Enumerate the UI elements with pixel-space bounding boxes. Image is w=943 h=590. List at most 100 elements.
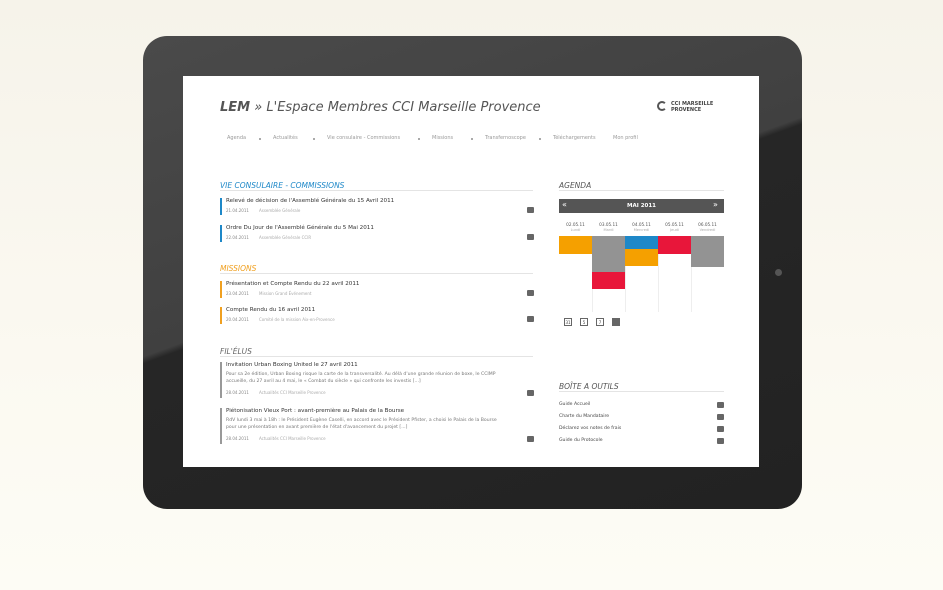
day-name: Lundi — [570, 228, 581, 232]
site-title[interactable]: LEM » L'Espace Membres CCI Marseille Pro… — [220, 100, 541, 115]
item-category: Assemblée Générale CCIR — [259, 235, 312, 240]
item-date: 21.04.2011 — [226, 208, 249, 213]
toolbox-item[interactable]: Charte du Mandataire — [559, 414, 610, 419]
day-divider — [625, 236, 626, 312]
camera — [775, 269, 782, 276]
section-title: FIL'ÉLUS — [220, 347, 252, 356]
item-title[interactable]: Piétonisation Vieux Port : avant-premièr… — [226, 408, 405, 414]
toolbox-item[interactable]: Déclarez vos notes de frais — [559, 426, 622, 431]
logo-line: CCI MARSEILLE — [671, 101, 714, 107]
logo-line: PROVENCE — [671, 107, 702, 113]
agenda-rule — [559, 190, 724, 191]
item-bar — [220, 362, 222, 398]
item-bar — [220, 307, 222, 324]
calendar-prev[interactable]: « — [562, 200, 567, 209]
item-category: Mission Grand Événement — [259, 291, 312, 296]
event-block[interactable] — [592, 272, 625, 289]
nav-item[interactable]: Transfernoscope — [485, 135, 526, 141]
nav-separator — [539, 138, 541, 140]
calendar-icon[interactable]: 31 — [564, 318, 572, 326]
item-category: Assemblée Générale — [259, 208, 301, 213]
section-rule — [220, 273, 533, 274]
nav-item[interactable]: Missions — [432, 135, 454, 141]
calendar-icon[interactable]: 7 — [596, 318, 604, 326]
nav-separator — [471, 138, 473, 140]
nav-item[interactable]: Téléchargements — [553, 135, 596, 141]
logo-mark — [657, 101, 667, 111]
nav-item[interactable]: Agenda — [227, 135, 247, 141]
item-icon[interactable] — [527, 234, 534, 240]
day-date: 04.05.11 — [632, 222, 651, 227]
calendar-month: MAI 2011 — [627, 203, 656, 209]
item-date: 28.04.2011 — [226, 390, 249, 395]
toolbox-title: BOÎTE A OUTILS — [559, 382, 619, 391]
nav-item[interactable]: Actualités — [273, 135, 298, 141]
item-icon[interactable] — [527, 290, 534, 296]
item-bar — [220, 198, 222, 215]
day-divider — [658, 236, 659, 312]
day-date: 05.05.11 — [665, 222, 684, 227]
day-name: Vendredi — [699, 228, 716, 232]
nav-item[interactable]: Mon profil — [613, 135, 638, 141]
item-bar — [220, 225, 222, 242]
day-name: Mardi — [603, 228, 614, 232]
calendar-next[interactable]: » — [713, 200, 718, 209]
event-block[interactable] — [625, 249, 658, 266]
toolbox-rule — [559, 391, 724, 392]
day-divider — [691, 236, 692, 312]
item-title[interactable]: Présentation et Compte Rendu du 22 avril… — [226, 281, 360, 287]
item-title[interactable]: Compte Rendu du 16 avril 2011 — [226, 307, 316, 313]
calendar-icon[interactable] — [612, 318, 620, 326]
day-date: 06.05.11 — [698, 222, 717, 227]
nav-item[interactable]: Vie consulaire - Commissions — [327, 135, 401, 141]
item-date: 22.04.2011 — [226, 235, 249, 240]
logo: CCI MARSEILLE PROVENCE — [671, 101, 713, 113]
item-summary: Pour sa 2e édition, Urban Boxing risque … — [226, 372, 496, 384]
item-icon[interactable] — [527, 207, 534, 213]
item-category: Actualités CCI Marseille Provence — [259, 436, 326, 441]
toolbox-item[interactable]: Guide Accueil — [559, 402, 591, 407]
agenda-title: AGENDA — [559, 181, 592, 190]
day-date: 03.05.11 — [599, 222, 618, 227]
item-date: 20.04.2011 — [226, 317, 249, 322]
item-title[interactable]: Ordre Du Jour de l'Assemblé Générale du … — [226, 225, 374, 231]
section-title: MISSIONS — [220, 264, 257, 273]
item-category: Comité de la mission Aix-en-Provence — [259, 317, 335, 322]
brand: LEM — [220, 100, 251, 115]
item-title[interactable]: Relevé de décision de l'Assemblé Général… — [226, 198, 395, 204]
section-rule — [220, 356, 533, 357]
toolbox-icon[interactable] — [717, 402, 724, 408]
day-name: Jeudi — [670, 228, 679, 232]
event-block[interactable] — [592, 236, 625, 272]
title: » L'Espace Membres CCI Marseille Provenc… — [254, 100, 541, 115]
nav-separator — [418, 138, 420, 140]
item-date: 28.04.2011 — [226, 436, 249, 441]
item-title[interactable]: Invitation Urban Boxing United le 27 avr… — [226, 362, 358, 368]
toolbox-item[interactable]: Guide du Protocole — [559, 438, 603, 443]
item-summary: RdV lundi 3 mai à 18h : le Président Eug… — [226, 418, 497, 430]
item-category: Actualités CCI Marseille Provence — [259, 390, 326, 395]
item-icon[interactable] — [527, 390, 534, 396]
calendar-icon[interactable]: 5 — [580, 318, 588, 326]
item-bar — [220, 408, 222, 444]
toolbox-icon[interactable] — [717, 414, 724, 420]
item-icon[interactable] — [527, 316, 534, 322]
item-bar — [220, 281, 222, 298]
event-block[interactable] — [658, 236, 691, 254]
event-block[interactable] — [691, 236, 724, 267]
item-icon[interactable] — [527, 436, 534, 442]
item-date: 23.04.2011 — [226, 291, 249, 296]
section-title: VIE CONSULAIRE - COMMISSIONS — [220, 181, 345, 190]
nav-separator — [259, 138, 261, 140]
event-block[interactable] — [625, 236, 658, 249]
event-block[interactable] — [559, 236, 592, 254]
toolbox-icon[interactable] — [717, 426, 724, 432]
day-name: Mercredi — [633, 228, 650, 232]
nav-separator — [313, 138, 315, 140]
screen — [183, 76, 759, 467]
toolbox-icon[interactable] — [717, 438, 724, 444]
calendar-header — [559, 199, 724, 213]
section-rule — [220, 190, 533, 191]
day-date: 02.05.11 — [566, 222, 585, 227]
